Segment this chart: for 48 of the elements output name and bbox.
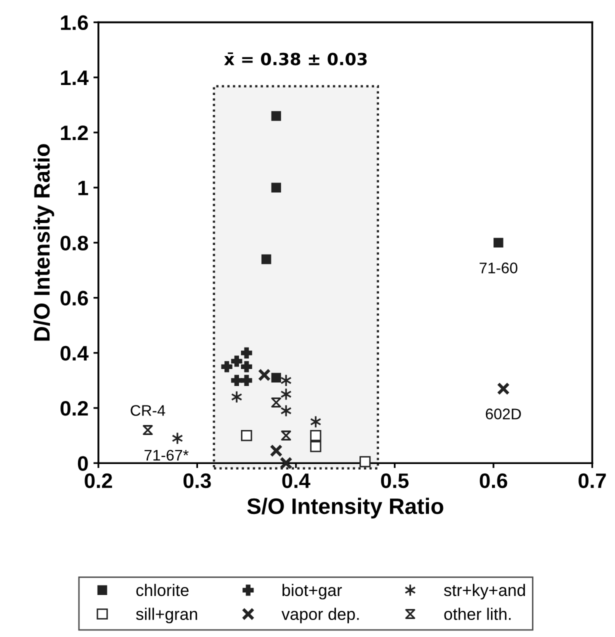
point xyxy=(231,374,242,386)
legend-label: other lith. xyxy=(444,608,511,620)
point xyxy=(231,356,242,367)
y-tick-label: 0.4 xyxy=(60,346,89,361)
point xyxy=(271,111,282,121)
point xyxy=(241,347,252,358)
point xyxy=(310,430,322,442)
y-tick-label: 1.6 xyxy=(61,15,88,30)
point xyxy=(280,456,292,470)
y-tick-label: 0.6 xyxy=(60,290,88,306)
point xyxy=(310,441,322,452)
annotation: 71-67* xyxy=(144,450,189,461)
x-tick-label: 0.4 xyxy=(282,473,310,488)
point xyxy=(360,456,371,468)
point xyxy=(241,361,252,372)
point xyxy=(271,182,282,192)
x-tick-label: 0.7 xyxy=(578,473,606,488)
annotation: 602D xyxy=(486,408,521,420)
point xyxy=(258,368,271,382)
y-tick-label: 1.4 xyxy=(61,70,89,85)
legend-label: biot+gar xyxy=(282,584,342,600)
point xyxy=(142,425,153,436)
y-tick-label: 1.2 xyxy=(61,125,88,140)
band-label: x̄ = 0.38 ± 0.03 xyxy=(224,52,367,66)
x-tick-label: 0.6 xyxy=(480,473,508,488)
point xyxy=(271,372,282,383)
legend-label: vapor dep. xyxy=(282,608,359,624)
annotation: CR-4 xyxy=(130,405,166,416)
x-axis-title: S/O Intensity Ratio xyxy=(247,498,444,519)
point xyxy=(494,238,504,248)
x-tick-label: 0.3 xyxy=(184,473,211,488)
point xyxy=(241,430,252,442)
y-tick-label: 0.8 xyxy=(60,236,88,250)
point xyxy=(281,430,292,441)
y-tick-label: 0.2 xyxy=(60,401,88,416)
legend-label: chlorite xyxy=(136,584,189,596)
y-tick-label: 0 xyxy=(78,456,88,471)
point xyxy=(241,374,252,386)
y-axis-title: D/O Intensity Ratio xyxy=(33,144,54,341)
y-tick-label: 1 xyxy=(78,180,88,196)
point xyxy=(496,382,510,396)
x-tick-label: 0.5 xyxy=(381,473,409,488)
annotation: 71-60 xyxy=(480,262,518,274)
point xyxy=(271,397,282,408)
legend-label: sill+gran xyxy=(136,608,198,624)
point xyxy=(270,444,283,458)
point xyxy=(261,254,272,264)
point xyxy=(221,361,232,372)
